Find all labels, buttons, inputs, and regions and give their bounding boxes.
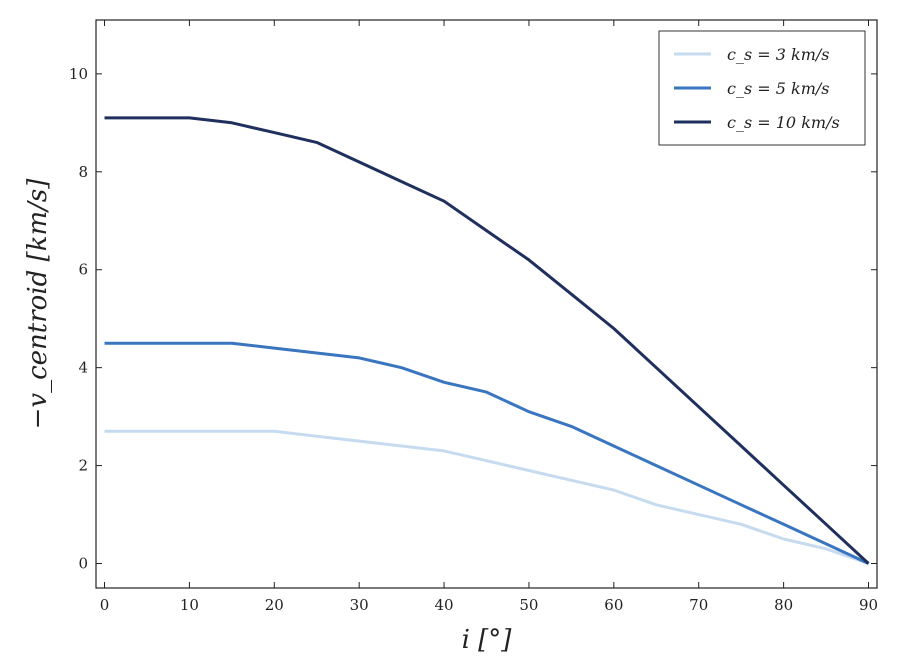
x-tick-label: 60: [604, 596, 623, 614]
legend-label-1: c_s = 3 km/s: [727, 45, 829, 64]
legend-label-3: c_s = 10 km/s: [727, 113, 840, 132]
y-tick-label: 8: [78, 163, 88, 181]
series-layer: [104, 116, 870, 565]
x-tick-label: 30: [350, 596, 369, 614]
ticks-layer: 0 10 20 30 40 50 60 70 80 90 0 2 4 6 8 10: [69, 20, 878, 614]
x-tick-label: 50: [519, 596, 538, 614]
y-tick-label: 10: [69, 65, 88, 83]
plot-frame: [95, 19, 878, 589]
y-tick-label: 6: [78, 261, 88, 279]
x-tick-label: 80: [774, 596, 793, 614]
series-line-2: [104, 341, 870, 565]
y-axis-label: −v_centroid [km/s]: [23, 178, 53, 430]
x-tick-label: 20: [265, 596, 284, 614]
labels-layer: i [°] −v_centroid [km/s]: [23, 178, 512, 655]
series-line-1: [104, 429, 869, 565]
x-axis-label: i [°]: [462, 625, 513, 655]
x-tick-label: 90: [859, 596, 878, 614]
x-tick-label: 40: [435, 596, 454, 614]
x-tick-label: 0: [100, 596, 110, 614]
x-tick-label: 70: [689, 596, 708, 614]
y-tick-label: 4: [78, 359, 88, 377]
x-tick-label: 10: [180, 596, 199, 614]
series-line-3: [104, 116, 870, 565]
legend-label-2: c_s = 5 km/s: [727, 79, 829, 98]
y-tick-label: 0: [78, 555, 88, 573]
y-tick-label: 2: [78, 457, 88, 475]
legend: c_s = 3 km/s c_s = 5 km/s c_s = 10 km/s: [658, 30, 866, 146]
